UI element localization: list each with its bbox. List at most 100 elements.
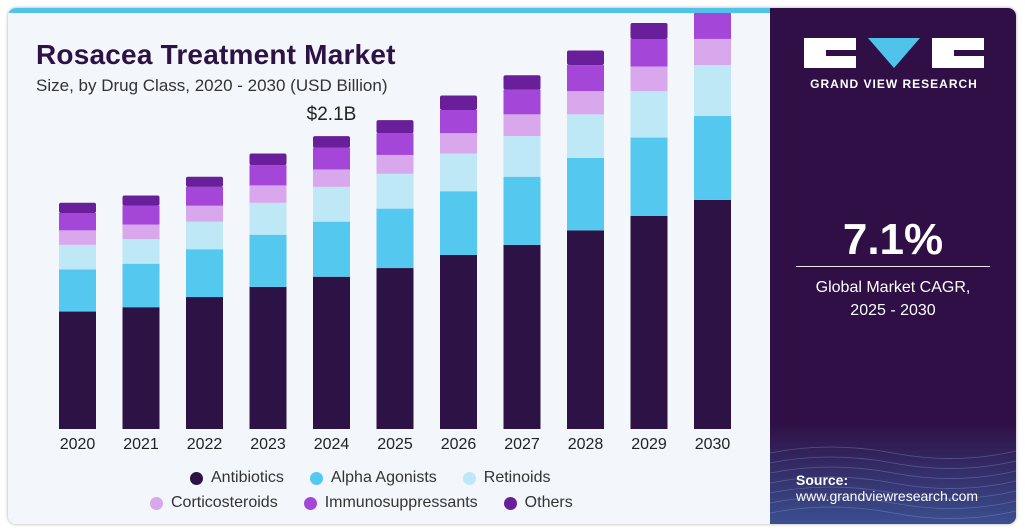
bar-segment-antibiotics-2026 [440,255,477,429]
bar-segment-corticosteroids-2028 [567,91,604,115]
bar-segment-corticosteroids-2021 [122,224,160,240]
legend-item-immunosuppressants: Immunosuppressants [303,494,478,512]
bar-segment-alpha-agonists-2021 [122,263,160,308]
bar-segment-alpha-agonists-2026 [440,191,477,255]
bar-segment-retinoids-2029 [630,91,668,138]
source-url[interactable]: www.grandviewresearch.com [796,488,979,504]
bar-segment-corticosteroids-2026 [440,133,477,154]
chart-title: Rosacea Treatment Market [36,39,396,70]
logo-cut-g [826,50,856,56]
logo-cut-r [954,50,984,56]
bar-segment-corticosteroids-2023 [249,185,287,203]
bar-segment-retinoids-2027 [503,136,541,177]
bar-segment-immunosuppressants-2026 [440,110,477,134]
bar-segment-antibiotics-2025 [376,268,414,429]
source-title: Source: [796,472,849,488]
stacked-bar-chart: 2020 2021 2022 2023 2024 $2.1B 2025 2026 2027 202… [59,13,731,453]
bar-segment-antibiotics-2029 [630,215,668,429]
bar-segment-others-2020 [59,202,96,213]
bar-segment-retinoids-2024 [313,186,350,222]
bar-segment-retinoids-2028 [567,114,604,158]
x-tick-label-2028: 2028 [568,436,604,453]
cagr-value: 7.1% [842,215,944,264]
bar-segment-alpha-agonists-2020 [59,269,96,312]
x-tick-label-2027: 2027 [504,436,540,453]
legend-label-immunosuppressants: Immunosuppressants [324,494,478,511]
bar-segment-retinoids-2020 [59,244,96,270]
cagr-label: Global Market CAGR, 2025 - 2030 [770,276,1016,322]
bar-segment-immunosuppressants-2021 [122,205,160,225]
bar-segment-corticosteroids-2029 [630,66,668,92]
bar-segment-immunosuppressants-2027 [503,89,541,115]
bar-segment-others-2026 [440,95,477,110]
bar-segment-retinoids-2025 [376,173,414,209]
cagr-label-line1: Global Market CAGR, [815,279,971,296]
bar-segment-others-2022 [186,176,223,187]
bar-segment-alpha-agonists-2028 [567,157,604,231]
cagr-label-line2: 2025 - 2030 [850,302,936,319]
bar-segment-antibiotics-2030 [694,199,731,429]
x-tick-label-2020: 2020 [60,436,96,453]
bar-segment-immunosuppressants-2030 [694,13,731,39]
infographic-card: Rosacea Treatment Market Size, by Drug C… [8,8,1016,524]
bar-segment-others-2029 [630,23,668,39]
source-credit: Source: www.grandviewresearch.com [796,472,978,504]
legend-swatch-antibiotics [190,471,203,485]
legend-row-1: Antibiotics Alpha Agonists Retinoids [190,469,576,487]
legend-swatch-alpha-agonists [309,471,323,485]
x-tick-label-2024: 2024 [314,436,350,453]
brand-logo: GRAND VIEW RESEARCH [804,38,984,98]
bar-segment-alpha-agonists-2025 [376,208,414,269]
bar-segment-immunosuppressants-2029 [630,38,668,67]
legend-label-alpha-agonists: Alpha Agonists [330,469,437,486]
bar-segment-immunosuppressants-2023 [249,165,287,186]
bar-segment-alpha-agonists-2023 [249,234,287,287]
legend-label-corticosteroids: Corticosteroids [171,494,278,511]
legend-item-corticosteroids: Corticosteroids [150,494,278,512]
bar-segment-antibiotics-2021 [122,307,160,429]
chart-panel: Rosacea Treatment Market Size, by Drug C… [8,8,770,524]
chart-subtitle: Size, by Drug Class, 2020 - 2030 (USD Bi… [36,76,388,95]
legend-item-retinoids: Retinoids [462,469,550,487]
bar-segment-immunosuppressants-2022 [186,186,223,206]
bar-segment-retinoids-2030 [694,65,731,116]
legend-item-others: Others [503,494,573,512]
bar-segment-immunosuppressants-2020 [59,212,96,231]
legend-row-2: Corticosteroids Immunosuppressants Other… [150,494,599,512]
x-tick-label-2025: 2025 [377,436,413,453]
legend-swatch-others [503,496,517,510]
bar-segment-antibiotics-2022 [186,297,223,429]
x-tick-label-2021: 2021 [123,436,159,453]
bar-segment-corticosteroids-2030 [694,38,731,66]
bar-segment-immunosuppressants-2025 [376,133,414,155]
bar-segment-retinoids-2023 [249,202,287,235]
bar-segment-alpha-agonists-2029 [630,137,668,216]
bar-annotation-2024: $2.1B [307,104,357,125]
bar-segment-antibiotics-2020 [59,311,96,429]
legend-item-alpha-agonists: Alpha Agonists [309,469,437,487]
x-tick-label-2026: 2026 [441,436,477,453]
bar-segment-immunosuppressants-2024 [313,147,350,170]
bar-segment-retinoids-2021 [122,239,160,264]
bar-segment-others-2028 [567,50,604,66]
bar-segment-corticosteroids-2025 [376,154,414,174]
x-tick-label-2022: 2022 [187,436,223,453]
summary-panel: GRAND VIEW RESEARCH 7.1% Global Market C… [770,8,1016,524]
legend-swatch-corticosteroids [150,496,163,510]
x-tick-label-2029: 2029 [631,436,667,453]
bar-segment-retinoids-2022 [186,221,223,250]
bar-segment-others-2027 [503,75,541,90]
bar-segment-antibiotics-2024 [313,276,350,429]
legend-label-others: Others [524,494,573,511]
bar-segment-antibiotics-2028 [567,230,604,429]
bar-segment-alpha-agonists-2022 [186,249,223,298]
bar-segment-alpha-agonists-2027 [503,176,541,245]
bar-segment-antibiotics-2023 [249,286,287,429]
bar-segment-others-2021 [122,195,160,206]
bar-segment-others-2025 [376,120,414,134]
bar-segment-corticosteroids-2024 [313,169,350,187]
legend-swatch-retinoids [462,471,476,485]
bar-segment-retinoids-2026 [440,153,477,192]
bar-segment-alpha-agonists-2024 [313,221,350,277]
logo-triangle-v [868,38,920,68]
